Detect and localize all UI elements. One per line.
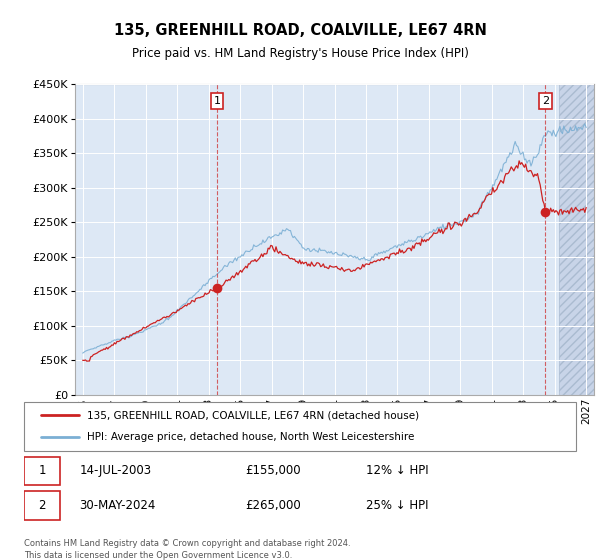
Bar bbox=[559, 84, 594, 395]
FancyBboxPatch shape bbox=[24, 456, 60, 486]
Text: 1: 1 bbox=[214, 96, 221, 106]
Text: £155,000: £155,000 bbox=[245, 464, 301, 478]
Text: £265,000: £265,000 bbox=[245, 500, 301, 512]
Text: 135, GREENHILL ROAD, COALVILLE, LE67 4RN (detached house): 135, GREENHILL ROAD, COALVILLE, LE67 4RN… bbox=[88, 410, 419, 421]
Text: 2: 2 bbox=[38, 500, 46, 512]
Text: 30-MAY-2024: 30-MAY-2024 bbox=[79, 500, 155, 512]
FancyBboxPatch shape bbox=[24, 492, 60, 520]
Text: 1: 1 bbox=[38, 464, 46, 478]
Text: Price paid vs. HM Land Registry's House Price Index (HPI): Price paid vs. HM Land Registry's House … bbox=[131, 46, 469, 60]
Text: 25% ↓ HPI: 25% ↓ HPI bbox=[366, 500, 429, 512]
FancyBboxPatch shape bbox=[24, 402, 576, 451]
Text: Contains HM Land Registry data © Crown copyright and database right 2024.
This d: Contains HM Land Registry data © Crown c… bbox=[24, 539, 350, 560]
Text: HPI: Average price, detached house, North West Leicestershire: HPI: Average price, detached house, Nort… bbox=[88, 432, 415, 442]
Text: 135, GREENHILL ROAD, COALVILLE, LE67 4RN: 135, GREENHILL ROAD, COALVILLE, LE67 4RN bbox=[113, 24, 487, 38]
Text: 14-JUL-2003: 14-JUL-2003 bbox=[79, 464, 151, 478]
Text: 2: 2 bbox=[542, 96, 549, 106]
Text: 12% ↓ HPI: 12% ↓ HPI bbox=[366, 464, 429, 478]
